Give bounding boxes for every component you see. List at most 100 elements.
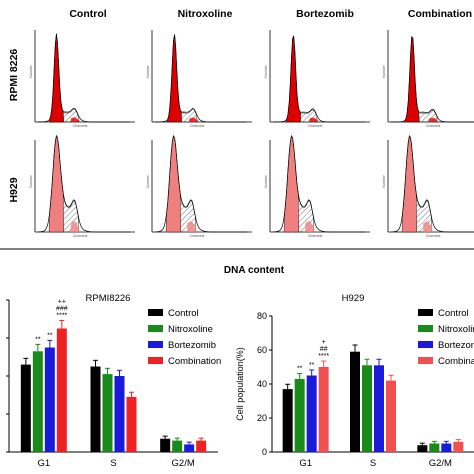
rpmi8226-bar-chart: RPMI8226****++###****G1 S G2/MControlNitro… — [6, 293, 221, 469]
y-tick-label: 20 — [257, 413, 267, 423]
histogram-panel-r1-c2: Number Channels — [146, 30, 252, 128]
column-header-combination: Combination — [408, 8, 472, 20]
y-tick-label: 80 — [257, 311, 267, 321]
dna-content-label: DNA content — [224, 265, 285, 276]
histogram-g1-peak — [166, 34, 182, 123]
flow-histogram-grid: Number Channels Number Channels Number Channe… — [29, 30, 474, 238]
bar-nitroxoline-g1 — [294, 378, 305, 452]
significance-label: ## — [320, 346, 328, 353]
histogram-panel-r1-c1: Number Channels — [29, 30, 135, 128]
bar-nitroxoline-g2m — [172, 440, 183, 452]
bar-control-s — [350, 351, 360, 452]
bar-control-g1 — [282, 389, 293, 452]
column-header-nitroxoline: Nitroxoline — [178, 8, 233, 20]
histogram-panel-r1-c3: Number Channels — [264, 30, 370, 128]
x-tick-label: S — [110, 458, 116, 469]
legend-label-bortezomib: Bortezomib — [168, 340, 216, 351]
histogram-outline — [273, 35, 365, 123]
histogram-x-label: Channels — [308, 124, 323, 128]
histogram-outline — [37, 134, 130, 233]
histogram-x-label: Channels — [190, 124, 205, 128]
histogram-y-label: Number — [146, 174, 150, 187]
bar-control-g1 — [20, 364, 31, 452]
legend-label-control: Control — [438, 308, 469, 319]
row-label-rpmi8226: RPMI 8226 — [8, 49, 20, 102]
histogram-y-label: Number — [146, 64, 150, 77]
bar-control-s — [90, 366, 101, 452]
bar-nitroxoline-s — [362, 365, 372, 452]
legend-swatch-control — [148, 309, 163, 316]
histogram-g1-peak — [283, 135, 299, 233]
histogram-g2-peak — [70, 117, 80, 122]
histogram-g1-peak — [48, 135, 64, 233]
histogram-x-label: Channels — [426, 124, 441, 128]
bar-bortezomib-g1 — [306, 375, 317, 452]
histogram-panel-r2-c4: Number Channels — [382, 134, 474, 238]
bar-bortezomib-s — [114, 376, 125, 452]
histogram-panel-r2-c3: Number Channels — [264, 134, 370, 238]
legend-swatch-nitroxoline — [418, 325, 433, 332]
histogram-panel-r1-c4: Number Channels — [382, 30, 474, 128]
bar-combination-s — [126, 396, 137, 452]
column-header-control: Control — [69, 8, 106, 20]
significance-label: **** — [318, 353, 329, 360]
legend-label-nitroxoline: Nitroxoline — [438, 324, 474, 335]
histogram-x-label: Channels — [73, 124, 88, 128]
histogram-g1-peak — [48, 33, 64, 123]
histogram-y-label: Number — [382, 64, 386, 77]
x-tick-label: S — [370, 458, 376, 469]
significance-label: ** — [47, 332, 53, 339]
histogram-outline — [391, 36, 474, 123]
histogram-x-label: Channels — [190, 234, 205, 238]
histogram-g1-peak — [401, 135, 417, 233]
bar-combination-g2m — [196, 440, 207, 452]
legend-label-combination: Combination — [438, 356, 474, 367]
histogram-g2-peak — [428, 117, 438, 122]
histogram-y-label: Number — [29, 174, 33, 187]
histogram-x-label: Channels — [308, 234, 323, 238]
significance-label: **** — [56, 312, 67, 319]
legend-swatch-nitroxoline — [148, 325, 163, 332]
legend-swatch-bortezomib — [148, 341, 163, 348]
bar-nitroxoline-g1 — [32, 351, 43, 452]
y-tick-label: 60 — [257, 345, 267, 355]
histogram-outline — [154, 134, 247, 233]
legend-label-combination: Combination — [168, 356, 221, 367]
histogram-outline — [272, 134, 365, 233]
chart-title: H929 — [342, 293, 365, 304]
legend-swatch-combination — [148, 357, 163, 364]
x-tick-label: G2/M — [172, 458, 195, 469]
histogram-outline — [390, 134, 474, 233]
bar-control-g2m — [160, 438, 171, 452]
histogram-x-label: Channels — [426, 234, 441, 238]
histogram-g2-peak — [187, 221, 197, 232]
histogram-panel-r2-c2: Number Channels — [146, 134, 252, 238]
bar-bortezomib-g1 — [44, 347, 55, 452]
bar-bortezomib-g2m — [441, 443, 452, 452]
legend-label-bortezomib: Bortezomib — [438, 340, 474, 351]
histogram-y-label: Number — [29, 64, 33, 77]
significance-label: ** — [309, 362, 315, 369]
bar-bortezomib-s — [374, 365, 384, 452]
significance-label: ++ — [58, 298, 66, 305]
histogram-outline — [37, 33, 130, 123]
y-axis-label: Cell population(%) — [235, 347, 245, 421]
bar-combination-s — [386, 380, 396, 452]
bar-nitroxoline-s — [102, 374, 113, 452]
histogram-g2-peak — [308, 117, 319, 122]
chart-title: RPMI8226 — [86, 293, 131, 304]
legend-label-control: Control — [168, 308, 199, 319]
x-tick-label: G1 — [299, 458, 312, 469]
histogram-g1-peak — [165, 135, 181, 233]
histogram-g2-peak — [70, 221, 80, 232]
histogram-g2-peak — [189, 117, 199, 122]
histogram-y-label: Number — [264, 64, 268, 77]
bar-bortezomib-g2m — [184, 444, 195, 452]
row-label-h929: H929 — [8, 177, 20, 202]
histogram-y-label: Number — [264, 174, 268, 187]
legend-label-nitroxoline: Nitroxoline — [168, 324, 213, 335]
histogram-x-label: Channels — [73, 234, 88, 238]
x-tick-label: G1 — [37, 458, 50, 469]
y-tick-label: 40 — [257, 379, 267, 389]
